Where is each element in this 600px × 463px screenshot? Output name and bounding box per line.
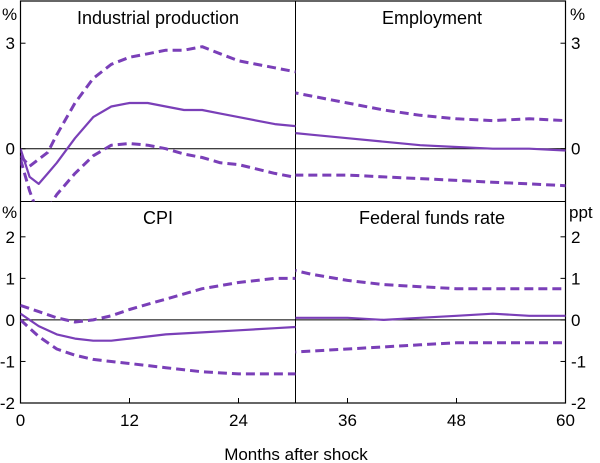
y-tick-label-left: 2 <box>6 228 15 247</box>
series-line-median <box>295 132 566 152</box>
y-tick-label-right: 3 <box>571 34 580 53</box>
x-tick-label: 36 <box>338 411 357 430</box>
series-line-lower-bound <box>20 142 296 202</box>
panel-title-federal-funds-rate: Federal funds rate <box>359 208 505 228</box>
y-tick-label-right: 0 <box>571 140 580 159</box>
unit-label-bottom-right: ppt <box>569 203 593 222</box>
x-axis-title: Months after shock <box>224 445 368 463</box>
y-tick-label-right: -1 <box>571 352 586 371</box>
x-tick-label: 12 <box>120 411 139 430</box>
x-tick-label: 48 <box>447 411 466 430</box>
x-tick-label: 60 <box>556 411 575 430</box>
series-line-median <box>20 101 296 185</box>
y-tick-label-right: 2 <box>571 228 580 247</box>
y-tick-label-right: -2 <box>571 394 586 413</box>
unit-label-bottom-left: % <box>2 203 17 222</box>
series-line-median <box>295 312 566 321</box>
panel-title-employment: Employment <box>382 8 482 28</box>
series-line-upper-bound <box>20 45 296 168</box>
panel-title-cpi: CPI <box>143 208 173 228</box>
y-tick-label-left: -1 <box>0 352 15 371</box>
y-tick-label-right: 1 <box>571 269 580 288</box>
series-line-upper-bound <box>295 91 566 123</box>
series-line-upper-bound <box>295 269 566 291</box>
x-tick-label: 0 <box>16 411 25 430</box>
unit-label-top-left: % <box>2 5 17 24</box>
y-tick-label-left: 1 <box>6 269 15 288</box>
y-tick-label-left: 0 <box>6 140 15 159</box>
unit-label-top-right: % <box>570 5 585 24</box>
y-tick-label-left: 0 <box>6 311 15 330</box>
panel-title-industrial-production: Industrial production <box>77 8 239 28</box>
series-line-lower-bound <box>295 341 566 354</box>
series-line-upper-bound <box>20 276 296 324</box>
y-tick-label-left: 3 <box>6 34 15 53</box>
x-tick-label: 24 <box>229 411 248 430</box>
y-tick-label-left: -2 <box>0 394 15 413</box>
series-line-median <box>20 312 296 342</box>
series-line-lower-bound <box>20 318 296 376</box>
series-line-lower-bound <box>295 173 566 188</box>
y-tick-label-right: 0 <box>571 311 580 330</box>
